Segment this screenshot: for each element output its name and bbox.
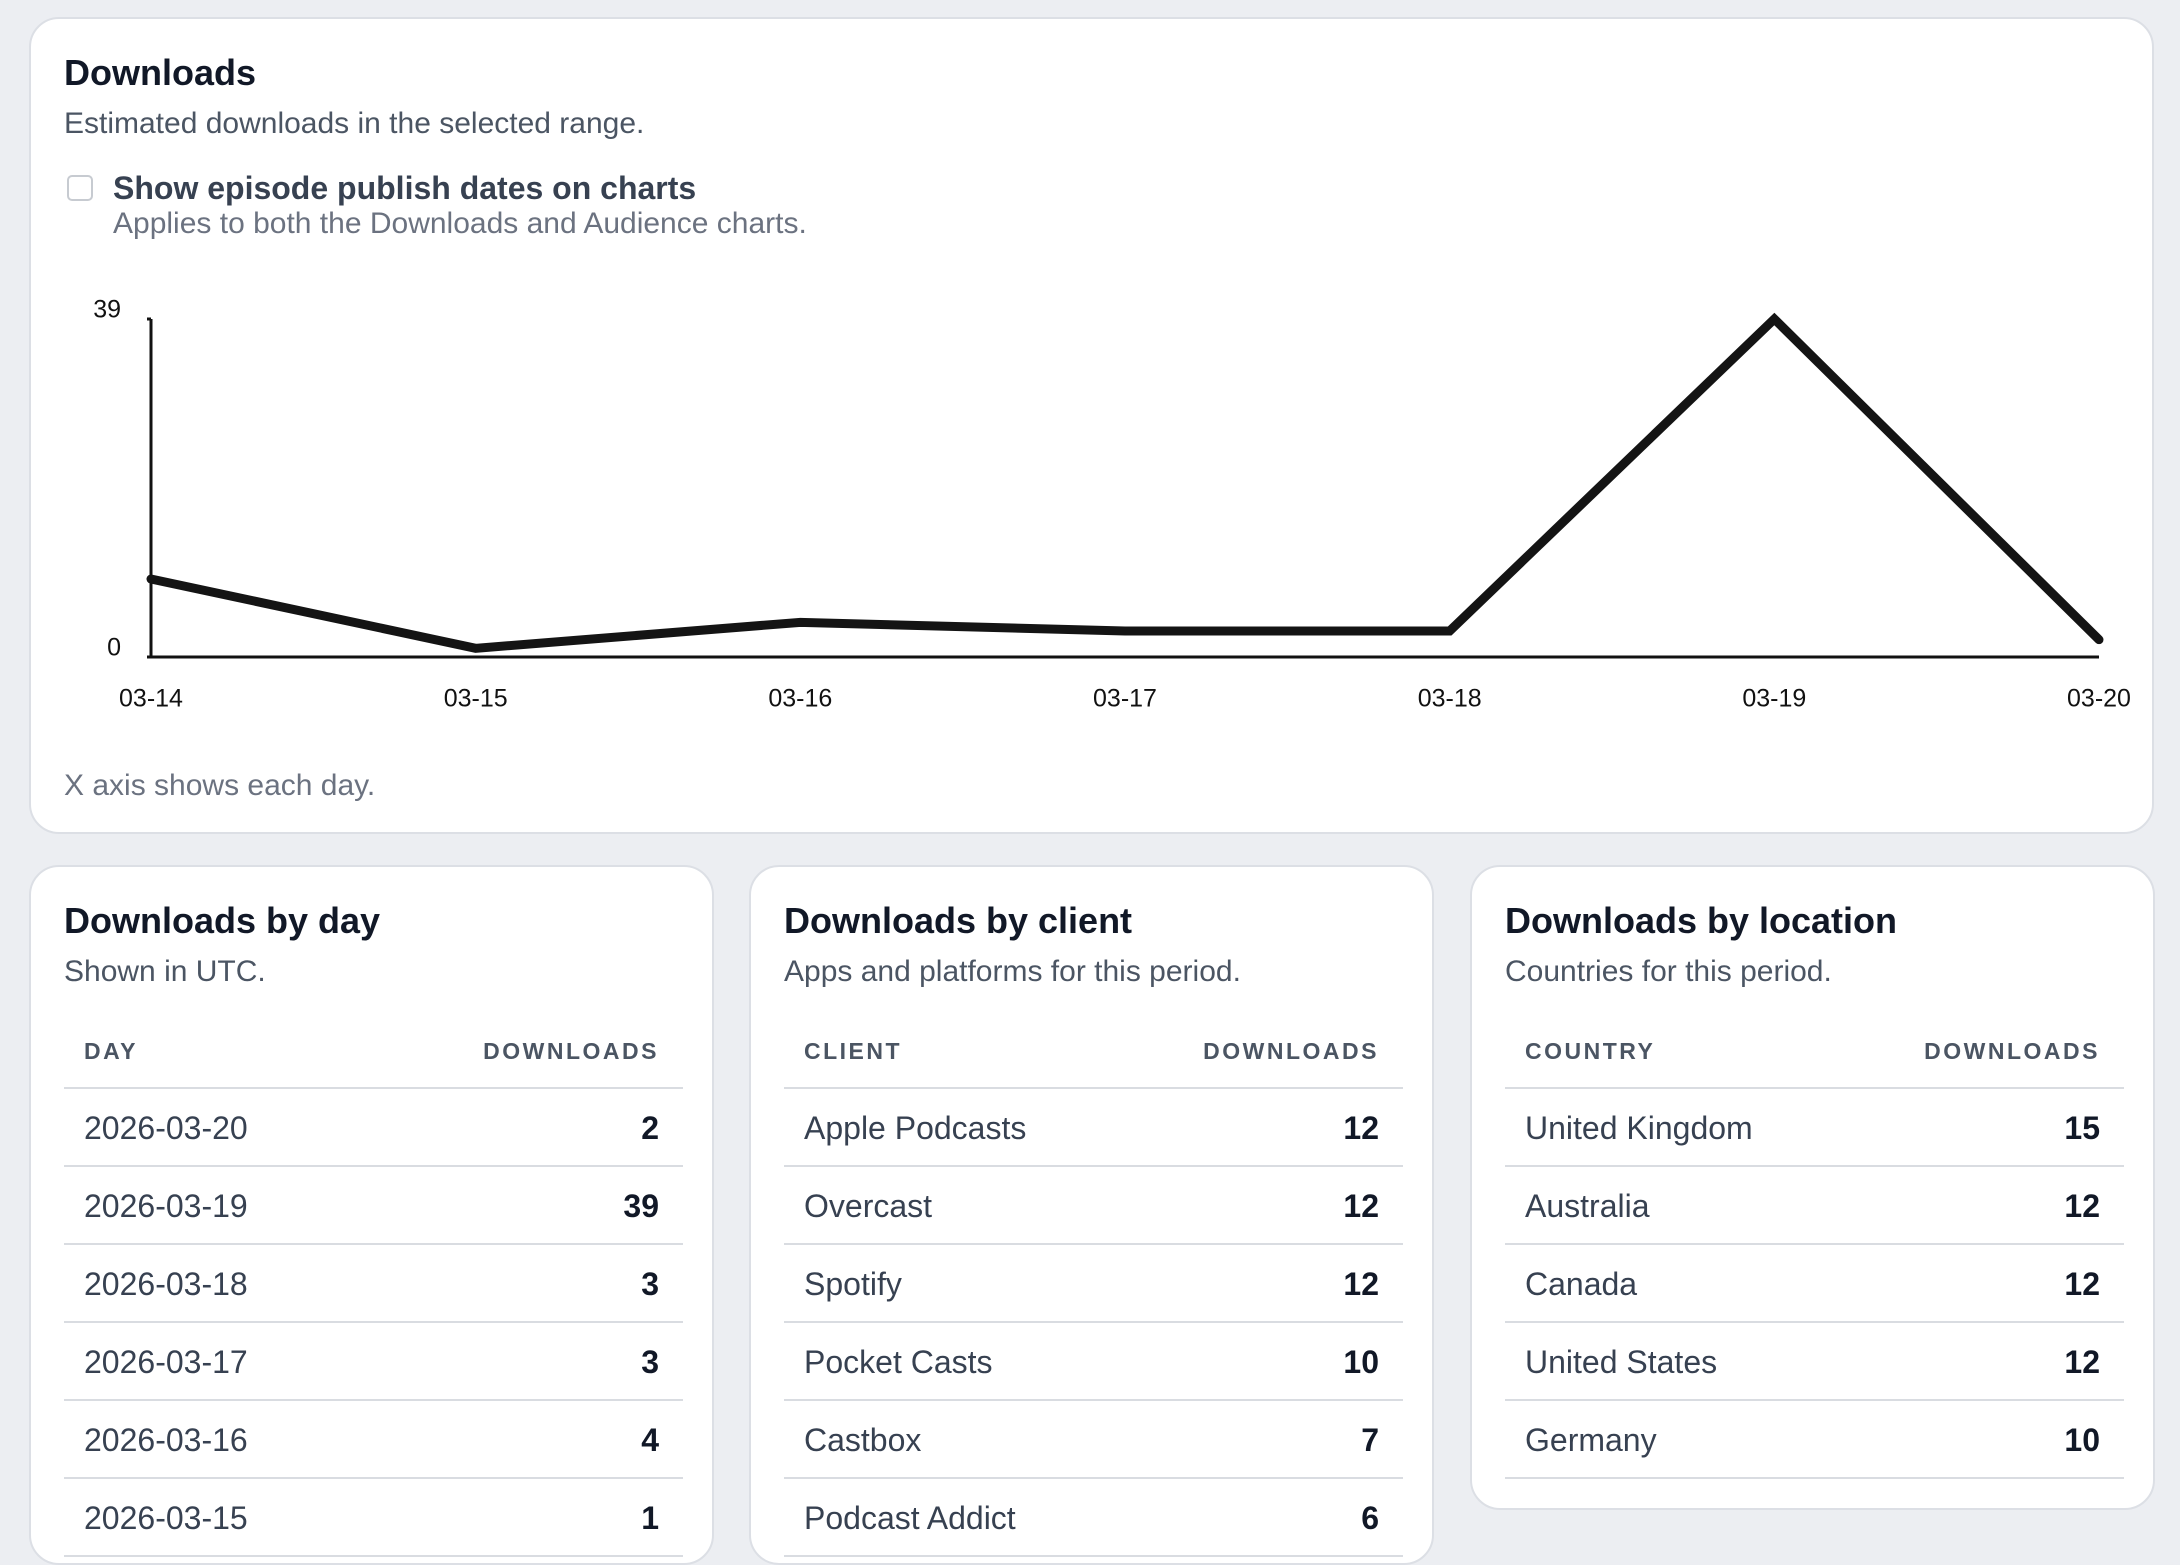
table-title: Downloads by location (1505, 900, 1898, 941)
column-header: COUNTRY (1525, 1038, 1656, 1064)
table-subtitle: Countries for this period. (1505, 955, 1832, 988)
x-tick-label: 03-19 (1742, 685, 1806, 713)
x-tick-label: 03-14 (119, 685, 183, 713)
x-tick-label: 03-18 (1418, 685, 1482, 713)
row-rule (784, 1555, 1403, 1557)
row-rule (784, 1321, 1403, 1323)
row-rule (784, 1243, 1403, 1245)
row-label: United States (1525, 1344, 1718, 1380)
row-label: 2026-03-19 (84, 1188, 248, 1224)
table-card: Downloads by client Apps and platforms fo… (749, 865, 1434, 1565)
row-label: United Kingdom (1525, 1110, 1753, 1146)
row-label: Overcast (804, 1188, 933, 1224)
chart: 0 39 03-14 03-15 03-16 03-17 03-18 03-19 03-20 (93, 296, 2131, 713)
row-rule (64, 1399, 683, 1401)
checkbox-note: Applies to both the Downloads and Audien… (113, 207, 807, 240)
row-value: 12 (1343, 1266, 1379, 1302)
table-card: Downloads by location Countries for this … (1470, 865, 2155, 1510)
column-header: DOWNLOADS (1924, 1038, 2100, 1064)
row-label: Germany (1525, 1422, 1657, 1458)
chart-footnote: X axis shows each day. (64, 769, 376, 802)
row-label: Spotify (804, 1266, 902, 1302)
table-card: Downloads by day Shown in UTC. DAY DOWNLOAD… (29, 865, 714, 1565)
row-value: 1 (641, 1500, 659, 1536)
checkbox[interactable] (67, 175, 93, 201)
row-value: 4 (641, 1422, 659, 1458)
x-tick-label: 03-20 (2067, 685, 2131, 713)
table-subtitle: Apps and platforms for this period. (784, 955, 1241, 988)
x-tick-label: 03-15 (444, 685, 508, 713)
line (146, 312, 2104, 653)
row-value: 12 (1343, 1188, 1379, 1224)
row-label: 2026-03-17 (84, 1344, 248, 1380)
row-rule (1505, 1165, 2124, 1167)
row-rule (1505, 1399, 2124, 1401)
row-value: 2 (641, 1110, 659, 1146)
header-rule (64, 1087, 683, 1089)
row-value: 3 (641, 1344, 659, 1380)
header-rule (1505, 1087, 2124, 1089)
row-rule (1505, 1243, 2124, 1245)
row-value: 6 (1361, 1500, 1379, 1536)
y-tick-label: 39 (93, 296, 121, 324)
row-label: 2026-03-18 (84, 1266, 248, 1302)
row-rule (64, 1243, 683, 1245)
x-tick-label: 03-17 (1093, 685, 1157, 713)
row-label: Pocket Casts (804, 1344, 993, 1380)
row-label: Australia (1525, 1188, 1650, 1224)
row-label: Apple Podcasts (804, 1110, 1027, 1146)
checkbox-label[interactable]: Show episode publish dates on charts (113, 170, 697, 206)
row-rule (64, 1165, 683, 1167)
row-rule (64, 1321, 683, 1323)
column-header: DOWNLOADS (483, 1038, 659, 1064)
row-rule (784, 1477, 1403, 1479)
row-value: 12 (1343, 1110, 1379, 1146)
row-value: 39 (623, 1188, 659, 1224)
column-header: CLIENT (804, 1038, 903, 1064)
y-tick-label: 0 (107, 634, 121, 662)
row-label: Castbox (804, 1422, 922, 1458)
card-subtitle: Estimated downloads in the selected rang… (64, 107, 645, 140)
table-title: Downloads by client (784, 900, 1133, 941)
column-header: DAY (84, 1038, 138, 1064)
row-value: 12 (2064, 1344, 2100, 1380)
row-rule (64, 1477, 683, 1479)
row-label: 2026-03-16 (84, 1422, 248, 1458)
downloads-card: Downloads Estimated downloads in the sel… (29, 17, 2154, 834)
row-rule (1505, 1321, 2124, 1323)
card-title: Downloads (64, 52, 257, 93)
row-rule (64, 1555, 683, 1557)
row-label: 2026-03-20 (84, 1110, 248, 1146)
row-value: 15 (2064, 1110, 2100, 1146)
row-rule (784, 1165, 1403, 1167)
row-value: 10 (1343, 1344, 1379, 1380)
column-header: DOWNLOADS (1203, 1038, 1379, 1064)
header-rule (784, 1087, 1403, 1089)
row-rule (1505, 1477, 2124, 1479)
row-value: 3 (641, 1266, 659, 1302)
row-value: 12 (2064, 1266, 2100, 1302)
row-label: 2026-03-15 (84, 1500, 248, 1536)
row-value: 12 (2064, 1188, 2100, 1224)
row-value: 7 (1361, 1422, 1379, 1458)
table-subtitle: Shown in UTC. (64, 955, 266, 988)
row-label: Podcast Addict (804, 1500, 1016, 1536)
row-value: 10 (2064, 1422, 2100, 1458)
x-tick-label: 03-16 (768, 685, 832, 713)
table-title: Downloads by day (64, 900, 381, 941)
page: Downloads Estimated downloads in the sel… (29, 17, 2155, 1565)
row-rule (784, 1399, 1403, 1401)
row-label: Canada (1525, 1266, 1638, 1302)
